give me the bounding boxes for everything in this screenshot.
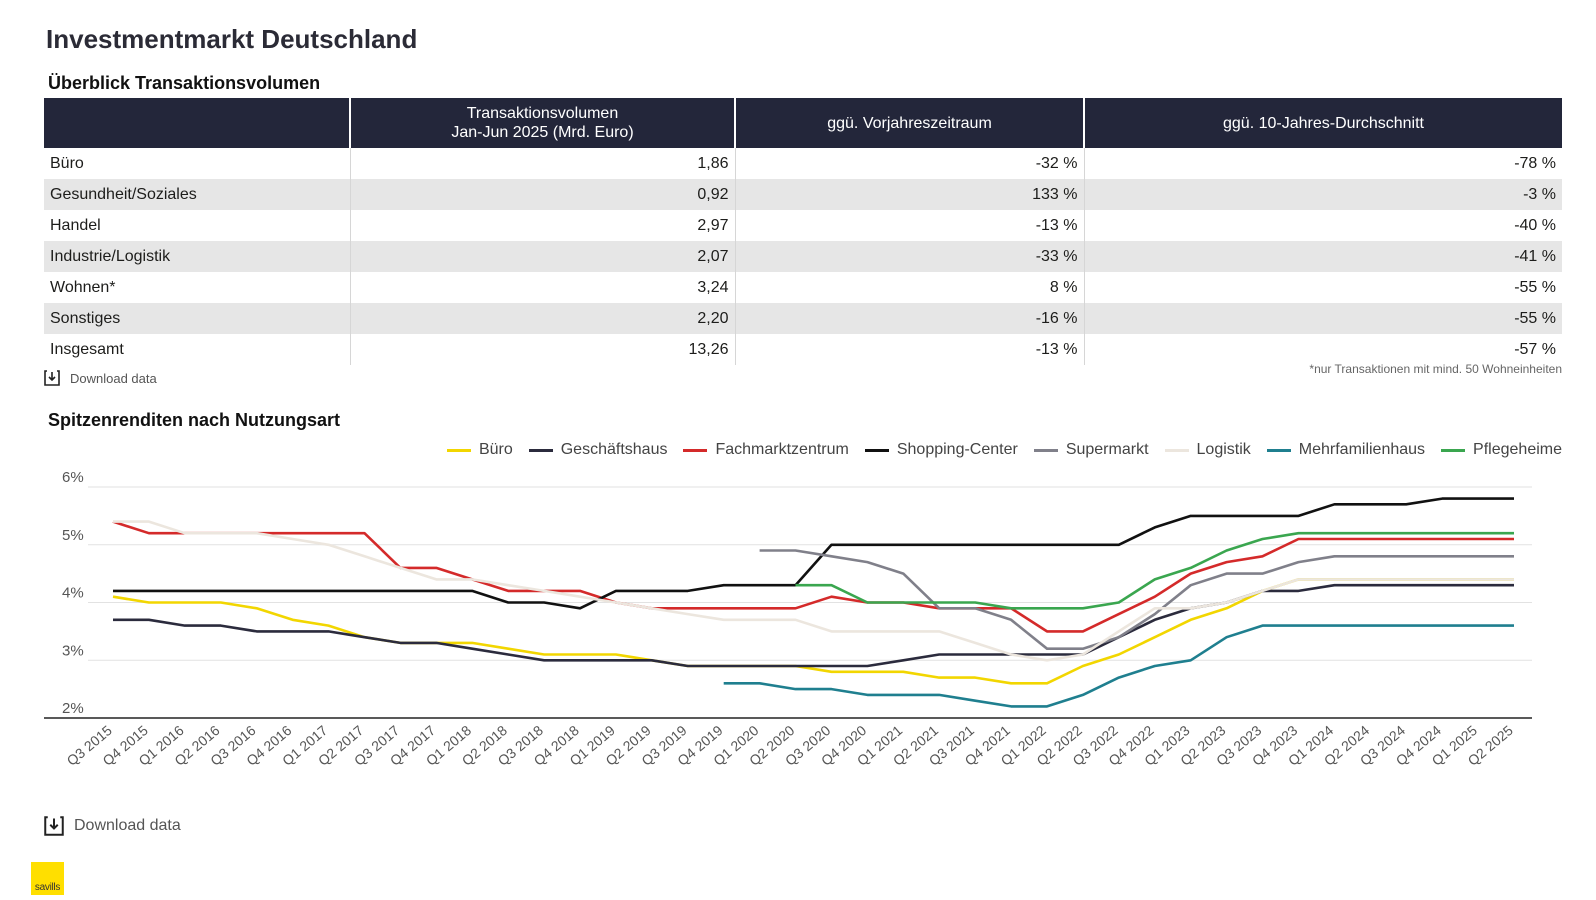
legend-item: Supermarkt [1033,441,1149,459]
y-tick-label: 5% [62,527,84,544]
legend-swatch [864,448,889,452]
ten-year-change: -78 % [1514,154,1556,172]
legend-swatch [1266,448,1291,452]
download-icon [44,370,60,386]
series-line-mehrfamilienhaus [723,624,1514,708]
legend-label: Mehrfamilienhaus [1298,441,1426,458]
chart-legend: Büro Geschäftshaus Fachmarktzentrum Shoppin… [431,441,1562,459]
table-section-title: Überblick Transaktionsvolumen [48,73,321,93]
table-row: Gesundheit/Soziales 0,92 133 % -3 % [44,179,1562,210]
download-label: Download data [74,817,181,834]
ten-year-change: -3 % [1084,179,1562,210]
row-label: Wohnen* [44,272,351,303]
prior-year-change: 133 % [735,179,1085,210]
prior-year-change: -16 % [735,303,1085,334]
legend-item: Pflegeheime [1441,441,1562,459]
page-title: Investmentmarkt Deutschland [46,24,418,54]
legend-item: Logistik [1164,441,1251,459]
ten-year-change: -55 % [1084,303,1562,334]
chart-section-title: Spitzenrenditen nach Nutzungsart [48,410,341,430]
transaction-volume-table: Transaktionsvolumen Jan-Jun 2025 (Mrd. E… [44,98,1562,365]
table-row: Handel 2,97 -13 % -40 % [44,210,1562,241]
legend-item: Mehrfamilienhaus [1266,441,1426,459]
prior-year-change: 8 % [735,272,1085,303]
legend-label: Fachmarktzentrum [715,441,849,458]
legend-label: Shopping-Center [896,441,1018,458]
volume-value: 13,26 [350,334,736,365]
table-row: Industrie/Logistik 2,07 -33 % -41 % [44,241,1562,272]
logo-text: savills [34,882,61,893]
legend-label: Supermarkt [1065,441,1149,458]
row-label: Industrie/Logistik [44,241,351,272]
volume-value: 1,86 [350,148,736,179]
volume-value: 2,07 [350,241,736,272]
ten-year-change: -55 % [1514,278,1556,296]
header-vs-prior-year: ggü. Vorjahreszeitraum [735,98,1085,148]
savills-logo: savills [31,862,64,895]
series-line-supermarkt [759,549,1514,650]
prior-year-change: -33 % [735,241,1085,272]
row-label: Handel [44,210,351,241]
y-tick-label: 2% [62,700,84,717]
volume-value: 2,20 [350,303,736,334]
table-row: Wohnen* 3,24 8 % -55 % [44,272,1562,303]
download-data-link-table[interactable]: Download data [44,370,157,386]
legend-item: Shopping-Center [864,441,1018,459]
ten-year-change: -40 % [1514,216,1556,234]
legend-label: Büro [478,441,513,458]
y-tick-label: 3% [62,642,84,659]
table-header-row: Transaktionsvolumen Jan-Jun 2025 (Mrd. E… [44,98,1562,148]
legend-item: Geschäftshaus [528,441,668,459]
series-line-pflegeheime [795,531,1514,610]
series-line-shopping-center [113,497,1514,610]
series-line-fachmarktzentrum [112,520,1514,633]
series-line-gesch-ftshaus [113,583,1514,668]
legend-swatch [683,448,708,452]
prior-year-change: -13 % [735,210,1085,241]
row-label: Sonstiges [44,303,351,334]
legend-swatch [446,448,471,452]
download-data-link-chart[interactable]: Download data [44,816,181,836]
y-tick-label: 4% [62,585,84,602]
volume-value: 3,24 [350,272,736,303]
legend-swatch [528,448,553,452]
legend-item: Büro [446,441,513,459]
prior-year-change: -32 % [735,148,1085,179]
volume-value: 0,92 [350,179,736,210]
footnote: *nur Transaktionen mit mind. 50 Wohneinh… [1309,362,1562,376]
ten-year-change: -41 % [1084,241,1562,272]
header-category [44,98,351,148]
ten-year-change: -57 % [1514,340,1556,358]
y-tick-label: 6% [62,470,84,486]
legend-swatch [1164,448,1189,452]
legend-label: Logistik [1196,441,1251,458]
header-vs-10yr-average: ggü. 10-Jahres-Durchschnitt [1084,98,1562,148]
download-label: Download data [70,370,157,386]
table-row: Insgesamt 13,26 -13 % -57 % [44,334,1562,365]
series-line-logistik [113,520,1514,662]
legend-item: Fachmarktzentrum [683,441,849,459]
row-label: Gesundheit/Soziales [44,179,351,210]
legend-label: Pflegeheime [1473,441,1562,458]
prior-year-change: -13 % [735,334,1085,365]
row-label: Büro [44,148,351,179]
legend-label: Geschäftshaus [560,441,668,458]
legend-swatch [1441,448,1466,452]
legend-swatch [1033,448,1058,452]
row-label: Insgesamt [44,334,351,365]
header-volume: Transaktionsvolumen Jan-Jun 2025 (Mrd. E… [350,98,736,148]
table-row: Sonstiges 2,20 -16 % -55 % [44,303,1562,334]
volume-value: 2,97 [350,210,736,241]
table-row: Büro 1,86 -32 % -78 % [44,148,1562,179]
download-icon [44,816,64,836]
